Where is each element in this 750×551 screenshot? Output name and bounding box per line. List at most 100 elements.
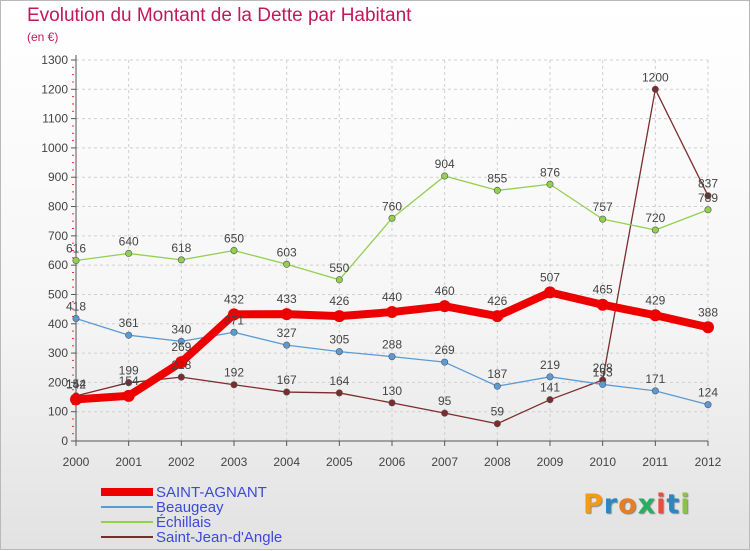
data-label: 432: [224, 292, 244, 306]
data-point: [596, 298, 609, 311]
data-point: [335, 276, 343, 284]
data-point: [125, 379, 133, 387]
legend-swatch: [101, 536, 153, 538]
y-tick-label: 100: [48, 405, 68, 419]
x-tick-label: 2012: [695, 455, 722, 469]
y-tick-label: 600: [48, 258, 68, 272]
logo-letter: r: [603, 489, 619, 520]
x-tick-label: 2000: [63, 455, 90, 469]
data-label: 837: [698, 177, 718, 191]
axes: 0 100 200 300 400 500 600 700 800 900 1000 1100 1200…: [41, 53, 721, 469]
data-point: [441, 409, 449, 417]
data-label: 199: [119, 364, 139, 378]
y-tick-label: 1100: [42, 112, 68, 126]
data-label: 618: [171, 241, 191, 255]
data-point: [702, 321, 714, 334]
data-point: [441, 358, 449, 366]
data-label: 603: [277, 245, 297, 259]
data-label: 388: [698, 305, 718, 319]
data-point: [335, 348, 343, 356]
series-lines: [70, 85, 714, 428]
legend-label: Beaugeay: [156, 499, 224, 516]
legend-label: Échillais: [156, 514, 212, 531]
x-tick-label: 2001: [115, 455, 142, 469]
x-tick-label: 2007: [431, 455, 458, 469]
data-label: 305: [329, 333, 349, 347]
data-point: [649, 309, 662, 322]
data-label: 640: [119, 234, 139, 248]
data-label: 154: [66, 377, 86, 391]
data-point: [493, 382, 501, 390]
data-label: 192: [224, 366, 244, 380]
data-point: [333, 310, 346, 323]
data-point: [283, 260, 291, 268]
data-point: [651, 85, 659, 93]
y-tick-label: 1000: [41, 141, 68, 155]
data-label: 440: [382, 290, 402, 304]
data-point: [651, 226, 659, 234]
data-label: 59: [491, 405, 505, 419]
y-tick-label: 0: [61, 434, 68, 448]
data-label: 507: [540, 270, 560, 284]
data-label: 650: [224, 232, 244, 246]
data-label: 429: [645, 293, 665, 307]
y-tick-label: 900: [48, 170, 68, 184]
data-label: 154: [119, 374, 139, 388]
data-label: 876: [540, 165, 560, 179]
data-label: 124: [698, 386, 718, 400]
data-label: 130: [382, 384, 402, 398]
data-label: 208: [593, 361, 613, 375]
data-label: 426: [329, 294, 349, 308]
x-tick-label: 2003: [221, 455, 248, 469]
data-label: 361: [119, 316, 139, 330]
data-label: 327: [277, 326, 297, 340]
data-label: 164: [329, 374, 349, 388]
data-label: 218: [171, 358, 191, 372]
data-label: 187: [487, 367, 507, 381]
data-label: 288: [382, 338, 402, 352]
data-label: 550: [329, 261, 349, 275]
data-label: 720: [645, 211, 665, 225]
data-label: 616: [66, 241, 86, 255]
data-label: 904: [435, 157, 455, 171]
data-label: 760: [382, 199, 402, 213]
data-label: 219: [540, 358, 560, 372]
x-tick-label: 2008: [484, 455, 511, 469]
data-label: 141: [540, 381, 560, 395]
data-point: [386, 306, 398, 319]
legend-swatch: [101, 506, 153, 508]
data-point: [546, 180, 554, 188]
unit-label: (en €): [27, 30, 59, 44]
data-point: [546, 373, 554, 381]
y-tick-label: 700: [48, 229, 68, 243]
data-point: [546, 396, 554, 404]
logo-letter: x: [637, 489, 657, 520]
legend-swatch: [101, 521, 153, 523]
y-tick-label: 500: [48, 287, 68, 301]
data-point: [177, 337, 185, 345]
data-point: [283, 388, 291, 396]
data-label: 371: [224, 313, 244, 327]
data-point: [544, 286, 556, 299]
data-point: [651, 387, 659, 395]
logo-letter: o: [618, 489, 638, 520]
logo-letter: P: [583, 489, 604, 520]
data-point: [388, 399, 396, 407]
data-label: 193: [593, 365, 613, 379]
data-label: 426: [487, 294, 507, 308]
data-label: 433: [277, 292, 297, 306]
logo-letter: t: [666, 489, 681, 520]
x-tick-label: 2005: [326, 455, 353, 469]
data-point: [228, 308, 240, 321]
legend-swatch: [101, 488, 153, 496]
data-point: [230, 381, 238, 389]
data-label: 340: [171, 322, 191, 336]
x-tick-label: 2011: [642, 455, 668, 469]
data-point: [175, 356, 188, 369]
data-label: 465: [593, 283, 613, 297]
y-tick-label: 1300: [41, 53, 68, 67]
legend-label: SAINT-AGNANT: [156, 484, 267, 501]
x-tick-label: 2009: [537, 455, 564, 469]
data-point: [125, 249, 133, 257]
